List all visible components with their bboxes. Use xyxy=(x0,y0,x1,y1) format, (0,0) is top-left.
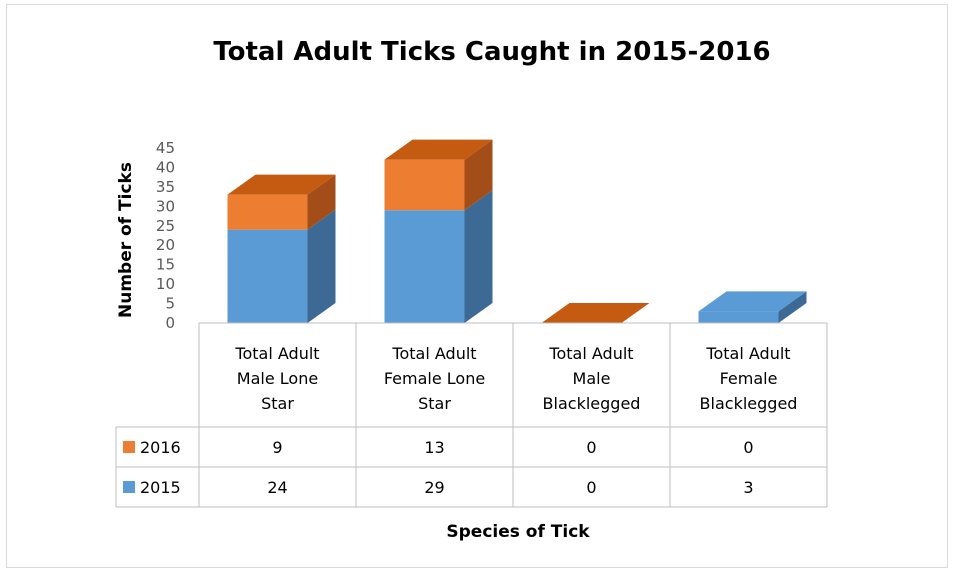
y-tick-label: 35 xyxy=(156,178,175,196)
legend-label: 2015 xyxy=(140,478,181,497)
category-label: Male Lone xyxy=(237,369,318,388)
category-label: Female Lone xyxy=(384,369,485,388)
legend-key-2016 xyxy=(123,441,135,453)
category-label: Blacklegged xyxy=(543,394,641,413)
category-label: Female xyxy=(720,369,778,388)
y-tick-label: 5 xyxy=(165,295,175,313)
table-cell-value: 9 xyxy=(272,438,282,457)
category-label: Total Adult xyxy=(234,344,319,363)
y-tick-label: 30 xyxy=(156,197,175,215)
y-tick-label: 45 xyxy=(156,139,175,157)
bar-segment-2016 xyxy=(385,160,465,211)
category-label: Total Adult xyxy=(705,344,790,363)
y-tick-label: 0 xyxy=(165,314,175,332)
category-label: Male xyxy=(573,369,611,388)
y-tick-label: 20 xyxy=(156,236,175,254)
table-cell-value: 3 xyxy=(743,478,753,497)
category-label: Blacklegged xyxy=(700,394,798,413)
x-axis-label: Species of Tick xyxy=(446,522,590,542)
y-tick-label: 25 xyxy=(156,217,175,235)
bar-segment-2015 xyxy=(699,311,779,323)
legend-key-2015 xyxy=(123,481,135,493)
category-label: Star xyxy=(418,394,451,413)
table-cell-value: 29 xyxy=(424,478,444,497)
legend-label: 2016 xyxy=(140,438,181,457)
chart-title: Total Adult Ticks Caught in 2015-2016 xyxy=(213,37,770,67)
data-table: Total Adult Male Lone Star Total Adult Femal… xyxy=(116,323,827,507)
category-label: Total Adult xyxy=(548,344,633,363)
bar-top xyxy=(542,303,650,323)
y-axis-label: Number of Ticks xyxy=(116,162,136,318)
y-tick-label: 40 xyxy=(156,158,175,176)
bar-segment-2015 xyxy=(385,210,465,323)
category-label: Total Adult xyxy=(391,344,476,363)
bar-segment-2015 xyxy=(228,230,308,323)
category-label: Star xyxy=(261,394,294,413)
table-cell-value: 24 xyxy=(267,478,287,497)
bars-group xyxy=(228,140,807,323)
table-cell-value: 13 xyxy=(424,438,444,457)
table-cell-value: 0 xyxy=(586,438,596,457)
table-cell-value: 0 xyxy=(586,478,596,497)
y-tick-label: 15 xyxy=(156,256,175,274)
bar-segment-2016 xyxy=(228,195,308,230)
y-tick-label: 10 xyxy=(156,275,175,293)
table-cell-value: 0 xyxy=(743,438,753,457)
bar-side-2015 xyxy=(465,190,493,323)
bar-side-2015 xyxy=(308,210,336,323)
